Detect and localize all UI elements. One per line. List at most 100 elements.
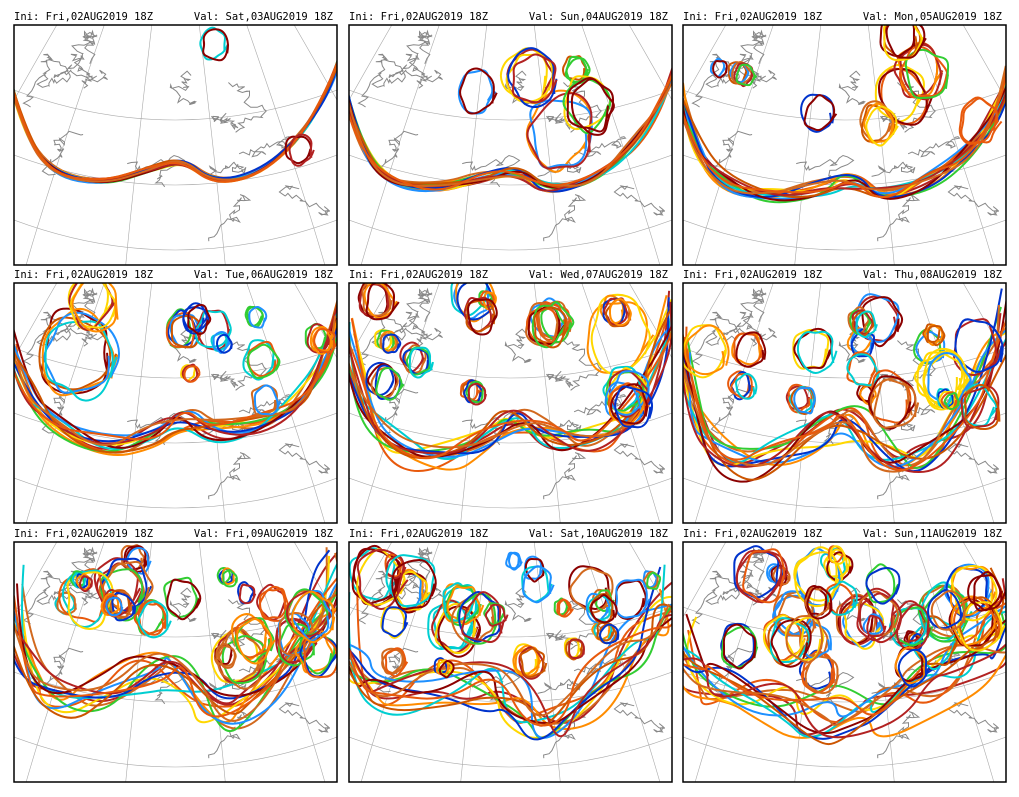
contour-loop [313, 327, 336, 354]
contour-loop [484, 603, 509, 627]
contour-loop [873, 378, 920, 429]
map-frame [13, 24, 338, 266]
coastline [563, 82, 602, 133]
coastline [211, 370, 239, 389]
contour-loop [806, 585, 833, 620]
contour-loop [461, 591, 505, 644]
contour-loop [592, 588, 611, 610]
contour-loop [248, 306, 268, 329]
contour-line [349, 72, 672, 191]
meridian [581, 25, 661, 265]
meridian [360, 25, 440, 265]
coastline [82, 29, 98, 64]
contour-loop [556, 598, 571, 617]
meridian [246, 25, 326, 265]
contour-loop [253, 384, 282, 416]
contour-loop [684, 324, 730, 376]
map-panel [683, 283, 1006, 523]
contour-loop [246, 343, 281, 379]
coastline [208, 452, 252, 500]
meridian [794, 283, 822, 523]
contour-line [349, 603, 672, 739]
contour-loop [568, 638, 585, 660]
contour-loop [391, 558, 437, 611]
map-panel [683, 542, 1006, 782]
coastline [399, 53, 428, 89]
meridian [694, 283, 774, 523]
coastline [543, 452, 587, 500]
contour-loop [742, 548, 786, 604]
init-time: Ini: Fri,02AUG2019 18Z [349, 269, 488, 281]
contour-loop [288, 133, 315, 167]
contour-line [349, 603, 671, 717]
contour-loop [943, 392, 960, 411]
contour-loop [202, 28, 230, 62]
contour-loop [382, 333, 402, 354]
contour-loop [458, 591, 502, 643]
coastline [417, 546, 433, 581]
contour-line [683, 69, 1006, 198]
coastline [376, 647, 419, 693]
contour-loop [137, 600, 172, 639]
contour-loop [893, 606, 934, 647]
contour-loop [38, 316, 118, 391]
contour-line [683, 567, 1005, 746]
contour-loop [258, 585, 291, 620]
contour-loop [381, 606, 409, 638]
coastline [169, 587, 197, 623]
contour-loop [904, 48, 950, 100]
contour-loop [927, 589, 966, 630]
contour-loop [558, 598, 574, 618]
contour-line [683, 604, 1006, 718]
contour-line [685, 613, 1006, 735]
contour-loop [126, 547, 152, 575]
parallel [14, 736, 337, 768]
contour-loop [770, 618, 812, 668]
contour-loop [511, 53, 558, 104]
map-panel [349, 283, 672, 523]
coastline [877, 194, 921, 242]
parallel [683, 89, 1006, 121]
contour-loop [105, 596, 124, 617]
contour-loop [863, 102, 895, 144]
contour-loop [365, 283, 400, 321]
contour-loop [217, 645, 237, 669]
coastline [211, 112, 239, 131]
contour-loop [894, 646, 927, 685]
contour-line [349, 576, 672, 727]
coastline [573, 394, 627, 416]
contour-loop [608, 298, 632, 327]
contour-loop [482, 291, 497, 311]
contour-line [683, 642, 1006, 739]
coastline [22, 53, 54, 108]
contour-loop [508, 551, 523, 571]
contour-loop [384, 647, 409, 678]
map-frame [13, 282, 338, 524]
contour-loop [731, 331, 762, 366]
map-panel [349, 542, 672, 782]
coastline [371, 317, 406, 346]
coastline [691, 311, 723, 366]
coastline [278, 702, 331, 733]
parallel [349, 219, 672, 251]
parallel [14, 477, 337, 509]
contour-loop [885, 25, 927, 59]
contour-loop [137, 602, 168, 636]
contour-loop [883, 25, 925, 62]
coastline [406, 42, 443, 83]
contour-loop [133, 599, 168, 636]
meridian [125, 283, 153, 523]
meridian [360, 542, 440, 782]
coastline [208, 194, 252, 242]
valid-time: Val: Sun,04AUG2019 18Z [529, 11, 668, 23]
valid-time: Val: Wed,07AUG2019 18Z [529, 269, 668, 281]
map-frame [348, 282, 673, 524]
contour-loop [437, 605, 481, 658]
contour-loop [735, 63, 758, 87]
parallel [349, 736, 672, 768]
parallel [349, 347, 672, 379]
valid-time: Val: Fri,09AUG2019 18Z [194, 528, 333, 540]
contour-loop [303, 632, 337, 678]
map-frame [682, 24, 1007, 266]
contour-loop [731, 61, 754, 86]
